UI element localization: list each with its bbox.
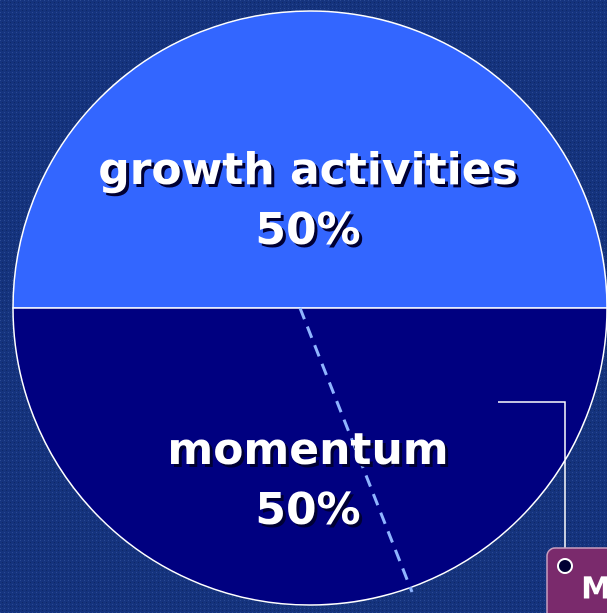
slice-label: growth activities	[98, 144, 518, 195]
value-label-shadow: 50%	[258, 487, 363, 538]
slice-label: momentum	[167, 424, 448, 475]
value-label-shadow: 50%	[258, 207, 363, 258]
connector-dot	[557, 558, 573, 574]
pie-slice	[12, 10, 607, 309]
connector	[498, 401, 566, 566]
value-label: 50%	[255, 204, 360, 255]
slice-label-shadow: momentum	[170, 427, 451, 478]
pie-slice	[12, 307, 607, 606]
value-label: 50%	[255, 484, 360, 535]
slice-label-shadow: growth activities	[101, 147, 521, 198]
dashed-line	[298, 307, 414, 593]
pie	[12, 10, 607, 606]
callout-text: M	[581, 572, 607, 607]
